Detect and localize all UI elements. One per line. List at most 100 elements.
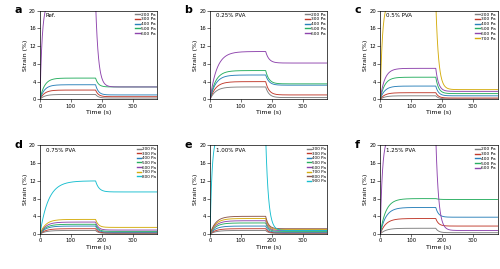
600 Pa xyxy=(489,229,495,232)
200 Pa xyxy=(424,94,430,97)
500 Pa xyxy=(492,92,498,95)
200 Pa xyxy=(154,232,160,235)
600 Pa xyxy=(377,98,383,101)
200 Pa xyxy=(154,96,160,100)
200 Pa xyxy=(254,85,260,89)
200 Pa xyxy=(258,229,264,232)
400 Pa xyxy=(389,85,395,89)
200 Pa xyxy=(84,229,90,232)
500 Pa xyxy=(210,229,216,232)
500 Pa xyxy=(322,82,328,86)
600 Pa xyxy=(210,228,216,231)
200 Pa xyxy=(92,93,98,96)
800 Pa xyxy=(154,190,160,194)
700 Pa xyxy=(258,217,264,220)
300 Pa xyxy=(152,231,158,235)
800 Pa xyxy=(219,217,225,220)
Line: 400 Pa: 400 Pa xyxy=(40,85,158,99)
700 Pa xyxy=(84,218,90,221)
700 Pa xyxy=(207,232,213,236)
600 Pa xyxy=(428,67,434,70)
500 Pa xyxy=(210,88,216,91)
Text: c: c xyxy=(354,5,361,15)
500 Pa xyxy=(258,69,264,72)
800 Pa xyxy=(39,220,45,223)
200 Pa xyxy=(433,227,439,230)
400 Pa xyxy=(319,84,325,87)
Line: 200 Pa: 200 Pa xyxy=(210,231,328,234)
200 Pa xyxy=(219,229,225,232)
Line: 600 Pa: 600 Pa xyxy=(380,68,498,99)
200 Pa xyxy=(489,231,495,234)
200 Pa xyxy=(207,98,213,101)
600 Pa xyxy=(39,36,45,39)
200 Pa xyxy=(49,229,55,232)
700 Pa xyxy=(254,217,260,220)
600 Pa xyxy=(37,232,43,236)
600 Pa xyxy=(88,221,94,224)
500 Pa xyxy=(258,221,264,225)
200 Pa xyxy=(88,93,94,96)
600 Pa xyxy=(494,90,500,93)
300 Pa xyxy=(424,217,430,220)
600 Pa xyxy=(424,67,430,70)
X-axis label: Time (s): Time (s) xyxy=(426,245,452,250)
700 Pa xyxy=(377,98,383,101)
700 Pa xyxy=(324,228,330,231)
800 Pa xyxy=(319,227,325,230)
200 Pa xyxy=(152,96,158,100)
700 Pa xyxy=(262,217,268,220)
600 Pa xyxy=(377,232,383,236)
600 Pa xyxy=(92,0,98,3)
400 Pa xyxy=(433,206,439,209)
600 Pa xyxy=(319,229,325,232)
400 Pa xyxy=(377,232,383,236)
Line: 600 Pa: 600 Pa xyxy=(40,2,158,99)
500 Pa xyxy=(149,85,155,89)
Line: 400 Pa: 400 Pa xyxy=(380,86,498,99)
400 Pa xyxy=(380,93,386,96)
300 Pa xyxy=(84,227,90,230)
500 Pa xyxy=(319,82,325,86)
300 Pa xyxy=(210,231,216,234)
400 Pa xyxy=(154,231,160,234)
200 Pa xyxy=(322,232,328,235)
400 Pa xyxy=(322,231,328,234)
400 Pa xyxy=(92,224,98,228)
400 Pa xyxy=(149,231,155,234)
600 Pa xyxy=(262,50,268,53)
400 Pa xyxy=(39,92,45,95)
Legend: 200 Pa, 300 Pa, 400 Pa, 500 Pa, 600 Pa: 200 Pa, 300 Pa, 400 Pa, 500 Pa, 600 Pa xyxy=(475,147,496,171)
500 Pa xyxy=(433,76,439,79)
Line: 200 Pa: 200 Pa xyxy=(40,94,158,99)
700 Pa xyxy=(319,228,325,231)
Legend: 200 Pa, 300 Pa, 400 Pa, 500 Pa, 600 Pa: 200 Pa, 300 Pa, 400 Pa, 500 Pa, 600 Pa xyxy=(135,12,156,36)
600 Pa xyxy=(433,67,439,70)
500 Pa xyxy=(424,76,430,79)
Line: 300 Pa: 300 Pa xyxy=(210,82,328,99)
500 Pa xyxy=(494,92,500,95)
300 Pa xyxy=(92,89,98,92)
Text: 0.5% PVA: 0.5% PVA xyxy=(386,13,412,18)
800 Pa xyxy=(258,215,264,218)
300 Pa xyxy=(88,89,94,92)
Line: 600 Pa: 600 Pa xyxy=(40,222,158,234)
600 Pa xyxy=(84,221,90,224)
500 Pa xyxy=(324,230,330,233)
600 Pa xyxy=(262,219,268,222)
300 Pa xyxy=(254,227,260,230)
900 Pa xyxy=(322,229,328,232)
Text: e: e xyxy=(184,140,192,150)
300 Pa xyxy=(492,96,498,100)
700 Pa xyxy=(433,0,439,3)
700 Pa xyxy=(49,220,55,223)
400 Pa xyxy=(152,93,158,97)
700 Pa xyxy=(88,218,94,221)
200 Pa xyxy=(84,93,90,96)
300 Pa xyxy=(492,224,498,228)
400 Pa xyxy=(149,93,155,97)
700 Pa xyxy=(489,88,495,91)
200 Pa xyxy=(219,87,225,90)
300 Pa xyxy=(219,82,225,85)
Line: 500 Pa: 500 Pa xyxy=(380,77,498,99)
